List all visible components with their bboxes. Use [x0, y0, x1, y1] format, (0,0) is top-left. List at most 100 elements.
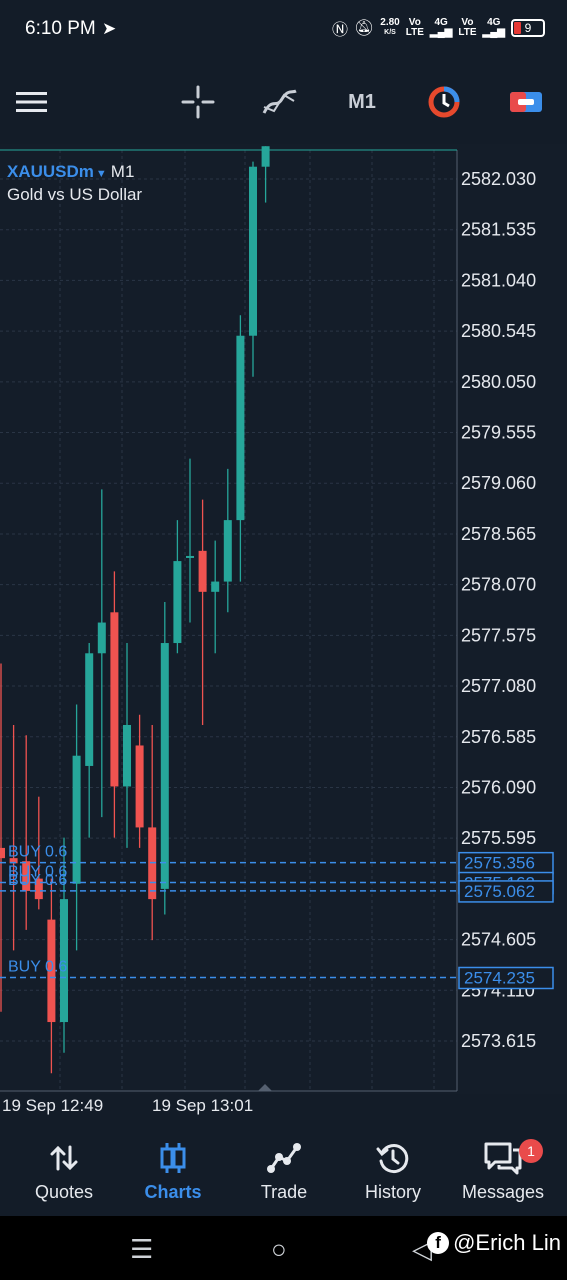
price-axis-label: 2576.585 — [461, 727, 536, 747]
nav-messages[interactable]: Messages 1 — [448, 1139, 558, 1203]
price-chart[interactable]: 2582.030 2581.535 2581.040 2580.545 2580.050… — [0, 144, 567, 1115]
trade-icon — [267, 1140, 301, 1176]
hamburger-icon — [16, 92, 47, 112]
price-axis-label: 2575.595 — [461, 828, 536, 848]
nav-trade[interactable]: Trade — [229, 1140, 339, 1203]
candle-bull — [249, 166, 257, 336]
system-navigation-bar: ☰ ○ ◁ f @Erich Lin — [0, 1216, 567, 1280]
order-price-label: 2574.235 — [464, 968, 535, 987]
time-axis-label: 19 Sep 13:01 — [152, 1096, 254, 1115]
order-price-label: 2575.356 — [464, 854, 535, 873]
chart-toolbar: M1 — [0, 58, 567, 144]
messages-icon — [483, 1140, 523, 1176]
order-label[interactable]: BUY 0.6 — [8, 872, 67, 889]
back-icon[interactable]: ◁ — [412, 1234, 432, 1264]
recent-apps-icon[interactable]: ☰ — [130, 1234, 154, 1264]
candle-bull — [261, 146, 270, 167]
candle-bull — [123, 724, 131, 787]
status-time: 6:10 PM — [25, 18, 96, 39]
caret-down-icon: ▼ — [95, 168, 107, 180]
signal-2: 4G ▂▄▆ — [482, 17, 505, 38]
price-axis-label: 2579.060 — [461, 473, 536, 493]
price-axis-label: 2580.050 — [461, 372, 536, 392]
clock-icon — [428, 86, 460, 118]
status-icons: Ⓝ 🔕︎ 2.80 K/S Vo LTE 4G ▂▄▆ Vo LTE 4G ▂▄… — [332, 16, 545, 40]
candle-bull — [223, 520, 232, 582]
order-label[interactable]: BUY 0.6 — [8, 958, 67, 975]
candle-bull — [97, 622, 106, 654]
chart-symbol-header[interactable]: XAUUSDm ▼ M1 — [7, 162, 134, 182]
price-axis-label: 2574.605 — [461, 930, 536, 950]
price-axis-label: 2578.070 — [461, 575, 536, 595]
mute-icon: 🔕︎ — [353, 20, 375, 37]
price-axis-label: 2580.545 — [461, 321, 536, 341]
battery-icon: 9 — [511, 19, 545, 37]
candle-bear — [47, 919, 56, 1023]
signal-icon: ▂▄▆ — [429, 27, 453, 38]
order-price-tag — [458, 880, 554, 903]
candle-bear — [135, 745, 144, 828]
candle-bull — [173, 561, 182, 644]
charts-icon — [158, 1140, 188, 1176]
status-bar: 6:10 PM ➤ Ⓝ 🔕︎ 2.80 K/S Vo LTE 4G ▂▄▆ Vo… — [0, 0, 567, 58]
net-speed: 2.80 K/S — [380, 17, 400, 37]
battery-level: 9 — [524, 21, 532, 35]
time-axis-label: 19 Sep 12:49 — [2, 1096, 104, 1115]
crosshair-button[interactable] — [178, 84, 218, 120]
nav-history[interactable]: History — [338, 1140, 448, 1203]
price-axis-label: 2581.535 — [461, 220, 536, 240]
order-label[interactable]: BUY 0.6 — [8, 864, 67, 881]
candle-bear — [110, 612, 119, 787]
crosshair-icon — [181, 85, 215, 119]
timeframe-label: M1 — [348, 90, 376, 113]
order-price-tag — [458, 966, 554, 990]
candle-bear — [0, 847, 5, 859]
candle-bull — [186, 555, 194, 558]
chart-canvas[interactable]: 2582.030 2581.535 2581.040 2580.545 2580.050… — [0, 144, 567, 1094]
scroll-marker[interactable] — [258, 1084, 272, 1091]
candle-bear — [22, 861, 31, 891]
candle-bull — [72, 755, 81, 884]
indicators-button[interactable] — [260, 84, 300, 120]
candle-bear — [9, 858, 18, 864]
menu-button[interactable] — [12, 84, 52, 120]
quotes-icon — [49, 1140, 79, 1176]
candle-bull — [60, 899, 68, 1023]
objects-icon — [510, 92, 542, 112]
messages-badge: 1 — [519, 1139, 543, 1163]
watermark-text: @Erich Lin — [453, 1230, 561, 1255]
objects-button[interactable] — [506, 84, 546, 120]
order-price-label: 2575.062 — [464, 882, 535, 901]
nfc-icon: Ⓝ — [331, 22, 348, 39]
chart-timeframe: M1 — [110, 162, 135, 181]
candle-bull — [85, 653, 94, 766]
nav-charts[interactable]: Charts — [118, 1140, 228, 1203]
signal-icon: ▂▄▆ — [482, 27, 505, 38]
candle-bull — [211, 581, 220, 592]
candle-bull — [160, 643, 169, 889]
price-axis-label: 2573.615 — [461, 1031, 536, 1051]
bottom-navigation: Quotes Charts Trade History Messages 1 — [0, 1130, 567, 1216]
chart-type-button[interactable] — [424, 84, 464, 120]
history-icon — [376, 1140, 410, 1176]
home-icon[interactable]: ○ — [271, 1234, 287, 1264]
volte-2: Vo LTE — [458, 17, 477, 38]
symbol-description: Gold vs US Dollar — [7, 185, 143, 204]
price-axis-label: 2579.555 — [461, 423, 536, 443]
price-axis-label: 2578.565 — [461, 524, 536, 544]
timeframe-button[interactable]: M1 — [342, 84, 382, 120]
price-axis-label: 2577.080 — [461, 676, 536, 696]
indicators-icon — [262, 89, 297, 114]
watermark: f @Erich Lin — [427, 1230, 561, 1256]
volte-1: Vo LTE — [405, 17, 424, 38]
candle-bear — [34, 878, 43, 900]
symbol-name: XAUUSDm — [7, 162, 94, 181]
price-axis-label: 2577.575 — [461, 625, 536, 645]
signal-1: 4G ▂▄▆ — [429, 17, 453, 38]
price-axis-label: 2581.040 — [461, 270, 536, 290]
order-label[interactable]: BUY 0.6 — [8, 844, 67, 861]
candle-bear — [198, 550, 207, 592]
facebook-icon: f — [427, 1232, 450, 1254]
price-axis-label: 2582.030 — [461, 169, 536, 189]
nav-quotes[interactable]: Quotes — [9, 1140, 119, 1203]
